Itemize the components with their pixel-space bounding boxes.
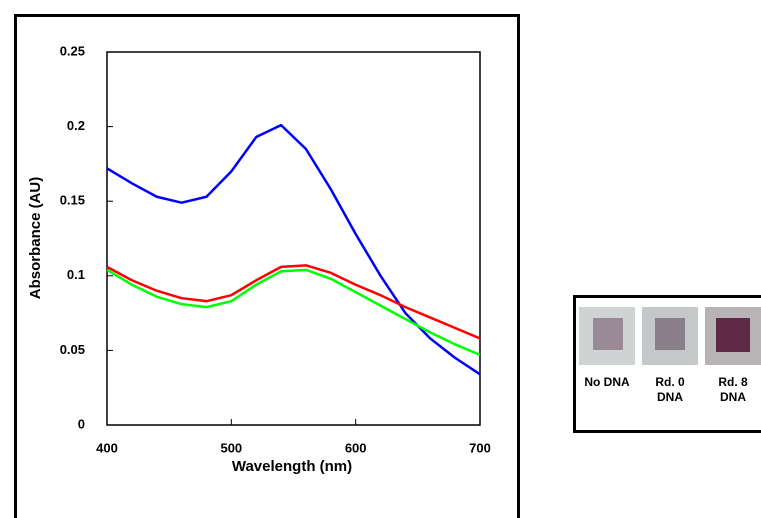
x-tick-label: 600 bbox=[345, 440, 367, 455]
inset-label: Rd. 0 DNA bbox=[655, 375, 685, 404]
x-axis-label: Wavelength (nm) bbox=[232, 458, 352, 475]
y-tick-label: 0.05 bbox=[60, 342, 85, 357]
data-line bbox=[106, 268, 481, 357]
x-tick-label: 700 bbox=[469, 440, 491, 455]
inset-label: Rd. 8 DNA bbox=[718, 375, 748, 404]
photo-sample bbox=[593, 318, 623, 350]
y-axis-label: Absorbance (AU) bbox=[27, 177, 44, 300]
photo-sample bbox=[655, 318, 685, 350]
y-tick-label: 0.1 bbox=[67, 267, 85, 282]
y-tick-label: 0.25 bbox=[60, 43, 85, 58]
x-tick-label: 500 bbox=[220, 440, 242, 455]
frame bbox=[14, 14, 520, 518]
photo-sample bbox=[716, 318, 750, 352]
y-tick-label: 0.15 bbox=[60, 193, 85, 208]
y-tick-label: 0 bbox=[78, 416, 85, 431]
x-tick-label: 400 bbox=[96, 440, 118, 455]
y-tick-label: 0.2 bbox=[67, 118, 85, 133]
data-line bbox=[106, 123, 481, 376]
plot-area bbox=[106, 51, 481, 426]
inset-label: No DNA bbox=[584, 375, 630, 389]
data-line bbox=[106, 264, 481, 340]
